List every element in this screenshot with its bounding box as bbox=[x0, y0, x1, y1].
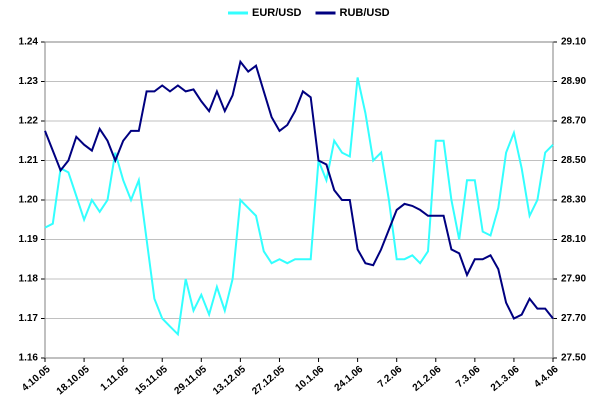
x-tick-label: 18.10.05 bbox=[55, 364, 92, 398]
y2-tick-label: 29.10 bbox=[561, 37, 586, 48]
y2-tick-label: 28.90 bbox=[561, 76, 586, 87]
y-tick-label: 1.24 bbox=[19, 37, 39, 48]
y-tick-label: 1.19 bbox=[19, 234, 39, 245]
y-tick-label: 1.22 bbox=[19, 116, 39, 127]
x-tick-label: 27.12.05 bbox=[250, 364, 287, 398]
y2-tick-label: 28.50 bbox=[561, 155, 586, 166]
plot-frame bbox=[44, 41, 554, 359]
x-tick-label: 13.12.05 bbox=[211, 364, 248, 398]
y2-tick-label: 27.70 bbox=[561, 313, 586, 324]
series-line bbox=[44, 77, 554, 337]
x-tick-label: 1.11.05 bbox=[99, 364, 132, 394]
y2-tick-label: 28.30 bbox=[561, 195, 586, 206]
x-tick-label: 4.10.05 bbox=[20, 364, 53, 394]
legend-label: RUB/USD bbox=[340, 7, 390, 19]
x-tick-label: 21.2.06 bbox=[411, 364, 444, 394]
series-line bbox=[44, 59, 554, 320]
y2-tick-label: 28.10 bbox=[561, 234, 586, 245]
legend-label: EUR/USD bbox=[252, 7, 302, 19]
y-tick-label: 1.17 bbox=[19, 313, 39, 324]
y-tick-label: 1.20 bbox=[19, 195, 39, 206]
y-tick-label: 1.21 bbox=[19, 155, 39, 166]
y-tick-label: 1.18 bbox=[19, 274, 39, 285]
x-tick-label: 21.3.06 bbox=[489, 364, 522, 394]
x-tick-label: 7.3.06 bbox=[454, 364, 483, 391]
y2-tick-label: 27.50 bbox=[561, 353, 586, 364]
y-tick-label: 1.23 bbox=[19, 76, 39, 87]
x-tick-label: 24.1.06 bbox=[333, 364, 366, 394]
x-tick-label: 7.2.06 bbox=[376, 364, 405, 391]
y2-tick-label: 28.70 bbox=[561, 116, 586, 127]
x-tick-label: 15.11.05 bbox=[133, 364, 170, 397]
x-tick-label: 29.11.05 bbox=[172, 364, 209, 397]
y-tick-label: 1.16 bbox=[19, 353, 39, 364]
x-tick-label: 4.4.06 bbox=[532, 364, 561, 391]
y2-tick-label: 27.90 bbox=[561, 274, 586, 285]
x-tick-label: 10.1.06 bbox=[294, 364, 327, 394]
